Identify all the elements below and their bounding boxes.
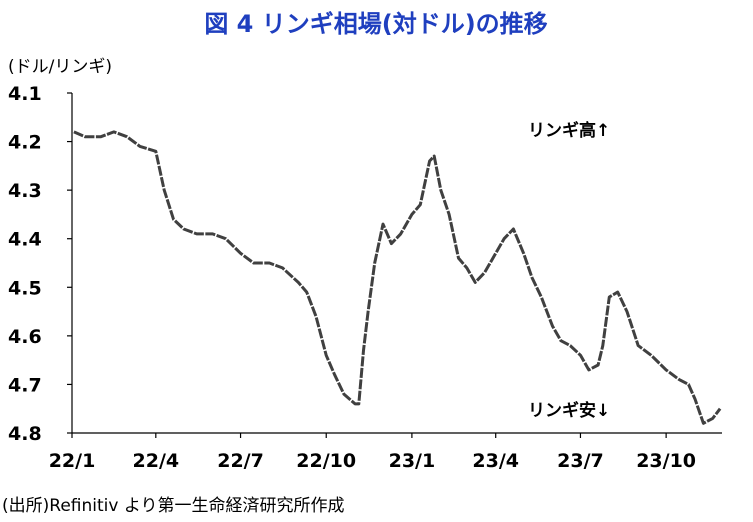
x-tick-label: 23/1 [389,450,436,472]
x-tick-label: 23/10 [636,450,696,472]
x-tick-group: 22/1 22/4 22/7 22/10 23/1 23/4 23/7 23/10 [49,433,696,472]
y-tick-label: 4.8 [8,423,42,445]
source-note: (出所)Refinitiv より第一生命経済研究所作成 [2,496,345,516]
y-tick-label: 4.4 [8,229,42,251]
y-tick-label: 4.6 [8,326,42,348]
x-tick-label: 22/1 [49,450,96,472]
y-tick-label: 4.2 [8,132,42,154]
y-unit-label: (ドル/リンギ) [8,57,112,77]
y-tick-label: 4.3 [8,180,42,202]
x-tick-label: 23/4 [472,450,519,472]
annotation-ringgit-up: リンギ高↑ [528,120,610,141]
x-tick-label: 22/4 [133,450,180,472]
chart-title: 図 4 リンギ相場(対ドル)の推移 [204,10,547,38]
y-tick-label: 4.7 [8,374,42,396]
annotation-ringgit-down: リンギ安↓ [528,400,610,421]
x-tick-label: 22/10 [296,450,356,472]
series-line [73,130,722,425]
x-tick-label: 23/7 [557,450,604,472]
y-tick-group: 4.1 4.2 4.3 4.4 4.5 4.6 4.7 4.8 [8,83,72,445]
y-tick-label: 4.5 [8,277,42,299]
x-tick-label: 22/7 [217,450,264,472]
y-tick-label: 4.1 [8,83,42,105]
